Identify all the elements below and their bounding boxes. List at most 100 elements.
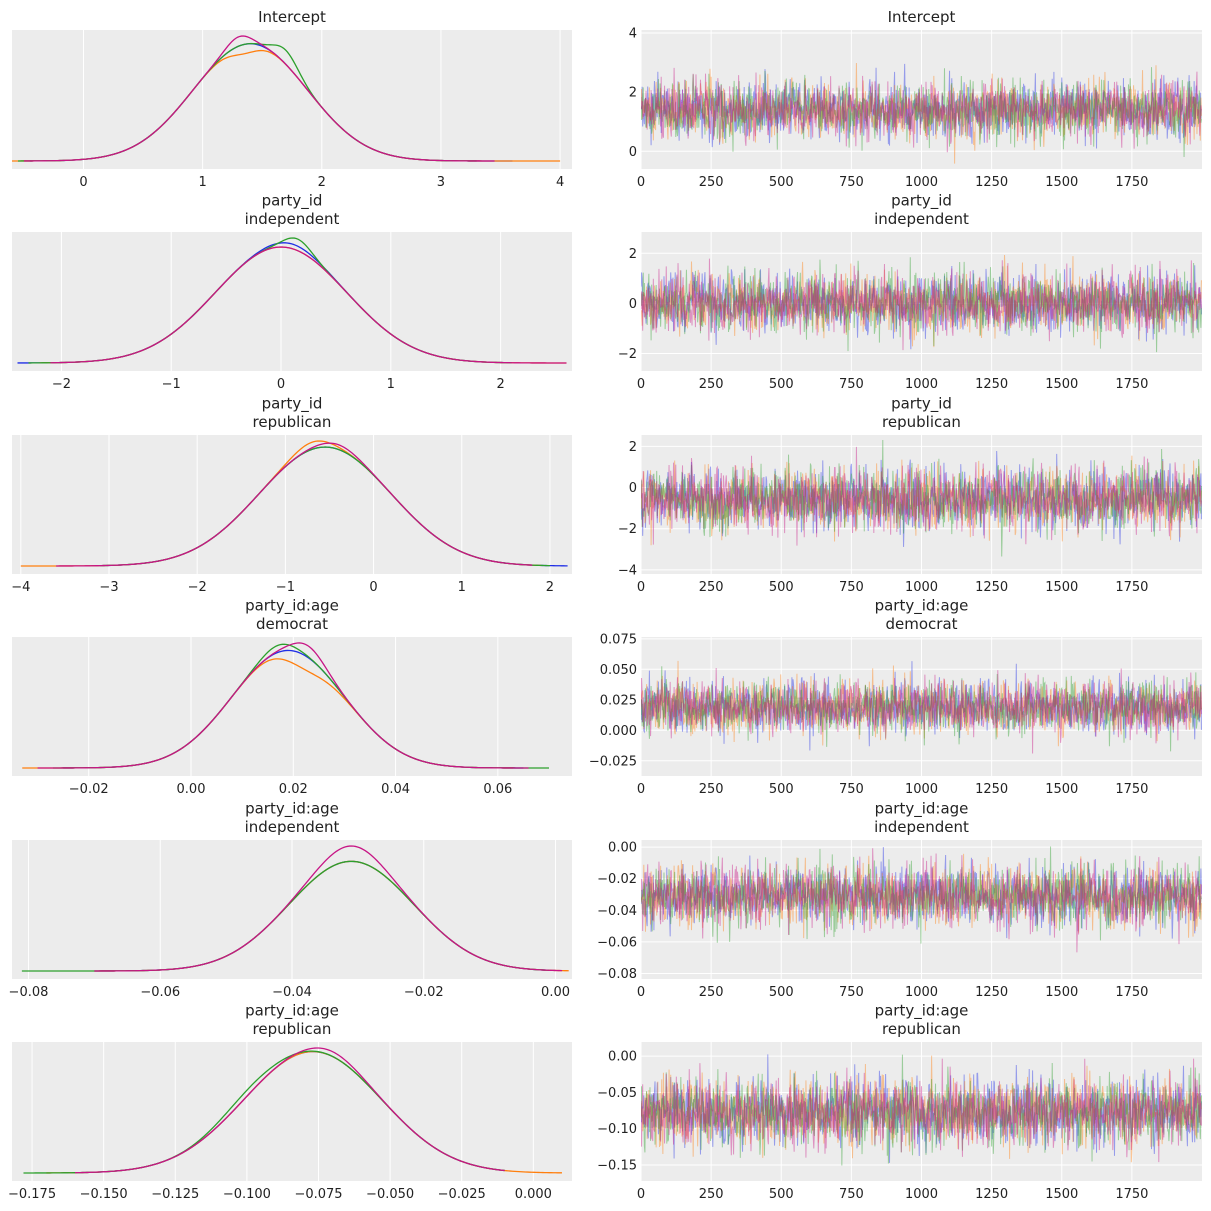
trace-ytick-label: 0.00 [608,1050,637,1065]
trace-xtick-label: 1250 [975,985,1008,1000]
trace-ytick-label: −2 [618,522,637,537]
kde-xtick-label: −3 [99,580,118,595]
kde-panel-3: −0.02 0.00 0.02 0.04 0.06 [12,637,572,797]
trace-xtick-label: 750 [839,377,864,392]
trace-title: party_id [891,192,952,211]
kde-curve-chain-3 [23,35,495,162]
kde-xtick-label: −2 [188,580,207,595]
kde-xtick-label: −0.125 [151,1187,199,1202]
kde-curve-chain-3 [94,845,563,972]
trace-ytick-label: 0 [629,297,637,312]
kde-xtick-label: 1 [387,377,395,392]
kde-xtick-label: 0 [277,377,285,392]
trace-ytick-label: −0.06 [597,935,637,950]
trace-xtick-label: 1500 [1045,782,1078,797]
kde-xtick-label: −0.100 [223,1187,271,1202]
trace-xtick-label: 250 [699,580,724,595]
trace-line-chain-2 [641,846,1202,944]
trace-line-chain-3 [641,668,1202,754]
kde-xtick-label: −0.02 [404,985,444,1000]
trace-xtick-label: 500 [769,377,794,392]
trace-ytick-label: 2 [629,86,637,101]
kde-panel-2: −4 −3 −2 −1 0 1 2 [11,435,572,595]
trace-xtick-label: 0 [637,377,645,392]
kde-title: independent [245,210,340,228]
kde-title: republican [253,413,332,431]
trace-xtick-label: 1250 [975,580,1008,595]
trace-title: independent [874,818,969,836]
kde-panel-0: 0 1 2 3 4 [12,30,572,190]
trace-title: party_id:age [875,1002,969,1021]
trace-line-chain-1 [641,1055,1202,1163]
trace-line-chain-1 [641,660,1202,747]
kde-panel-bg [12,637,572,776]
trace-row-4: −0.08 −0.06 −0.04 −0.02 0.00 party_id:age part… [9,800,1202,1000]
trace-line-chain-1 [641,853,1202,939]
kde-xtick-label: 0.00 [177,782,206,797]
trace-title: party_id:age [875,800,969,819]
trace-line-chain-3 [641,1058,1202,1163]
kde-title: party_id:age [245,800,339,819]
kde-xtick-label: 0.000 [515,1187,552,1202]
kde-xtick-label: 2 [546,580,554,595]
kde-xtick-label: −0.025 [438,1187,486,1202]
kde-panel-4: −0.08 −0.06 −0.04 −0.02 0.00 [9,840,572,1000]
trace-ytick-label: 0 [629,481,637,496]
trace-ytick-label: −0.04 [597,904,637,919]
kde-panel-bg [12,30,572,169]
kde-xtick-label: −0.06 [140,985,180,1000]
trace-line-chain-2 [641,67,1202,158]
trace-line-chain-0 [641,263,1202,350]
trace-xtick-label: 250 [699,1187,724,1202]
trace-title: democrat [885,615,957,633]
trace-xtick-label: 1500 [1045,580,1078,595]
trace-line-chain-3 [641,848,1202,953]
kde-xtick-label: −2 [52,377,71,392]
kde-xtick-label: 0.04 [381,782,410,797]
trace-xtick-label: 0 [637,580,645,595]
trace-line-chain-0 [641,847,1202,939]
trace-row-5: −0.175 −0.150 −0.125 −0.100 −0.075 −0.050 −0.0… [8,1002,1202,1202]
kde-title: independent [245,818,340,836]
trace-ytick-label: 0.000 [600,724,637,739]
trace-xtick-label: 1500 [1045,377,1078,392]
kde-xtick-label: −0.050 [366,1187,414,1202]
trace-ytick-label: −2 [618,347,637,362]
trace-xtick-label: 500 [769,1187,794,1202]
trace-xtick-label: 250 [699,985,724,1000]
trace-xtick-label: 1250 [975,175,1008,190]
trace-ytick-label: −0.08 [597,967,637,982]
trace-title: Intercept [888,8,956,26]
trace-xtick-label: 1750 [1115,175,1148,190]
kde-xtick-label: −1 [276,580,295,595]
trace-xtick-label: 1000 [905,175,938,190]
trace-line-chain-2 [641,1054,1202,1166]
trace-panel-1: 0 250 500 750 1000 1250 1500 1750−202 [618,232,1202,392]
trace-xtick-label: 250 [699,782,724,797]
kde-xtick-label: 0.02 [279,782,308,797]
trace-line-chain-0 [641,1054,1202,1163]
trace-xtick-label: 1500 [1045,175,1078,190]
kde-title: republican [253,1020,332,1038]
trace-xtick-label: 0 [637,985,645,1000]
trace-title: party_id:age [875,597,969,616]
trace-xtick-label: 1750 [1115,985,1148,1000]
trace-line-chain-3 [641,446,1202,546]
kde-curve-chain-3 [75,1047,505,1174]
trace-xtick-label: 1750 [1115,377,1148,392]
kde-xtick-label: 2 [496,377,504,392]
kde-xtick-label: −4 [11,580,30,595]
trace-panel-3: 0 250 500 750 1000 1250 1500 1750 −0.025 0.000 0.0… [589,632,1202,797]
trace-panel-2: 0 250 500 750 1000 1250 1500 1750 −4 −2 0 2 [618,435,1202,595]
kde-title: party_id [262,395,323,414]
kde-panel-bg [12,232,572,371]
trace-title: party_id [891,395,952,414]
trace-ytick-label: 0 [629,145,637,160]
trace-xtick-label: 750 [839,985,864,1000]
kde-title: Intercept [258,8,326,26]
kde-xtick-label: −0.075 [294,1187,342,1202]
trace-line-chain-1 [641,62,1202,164]
trace-title: independent [874,210,969,228]
